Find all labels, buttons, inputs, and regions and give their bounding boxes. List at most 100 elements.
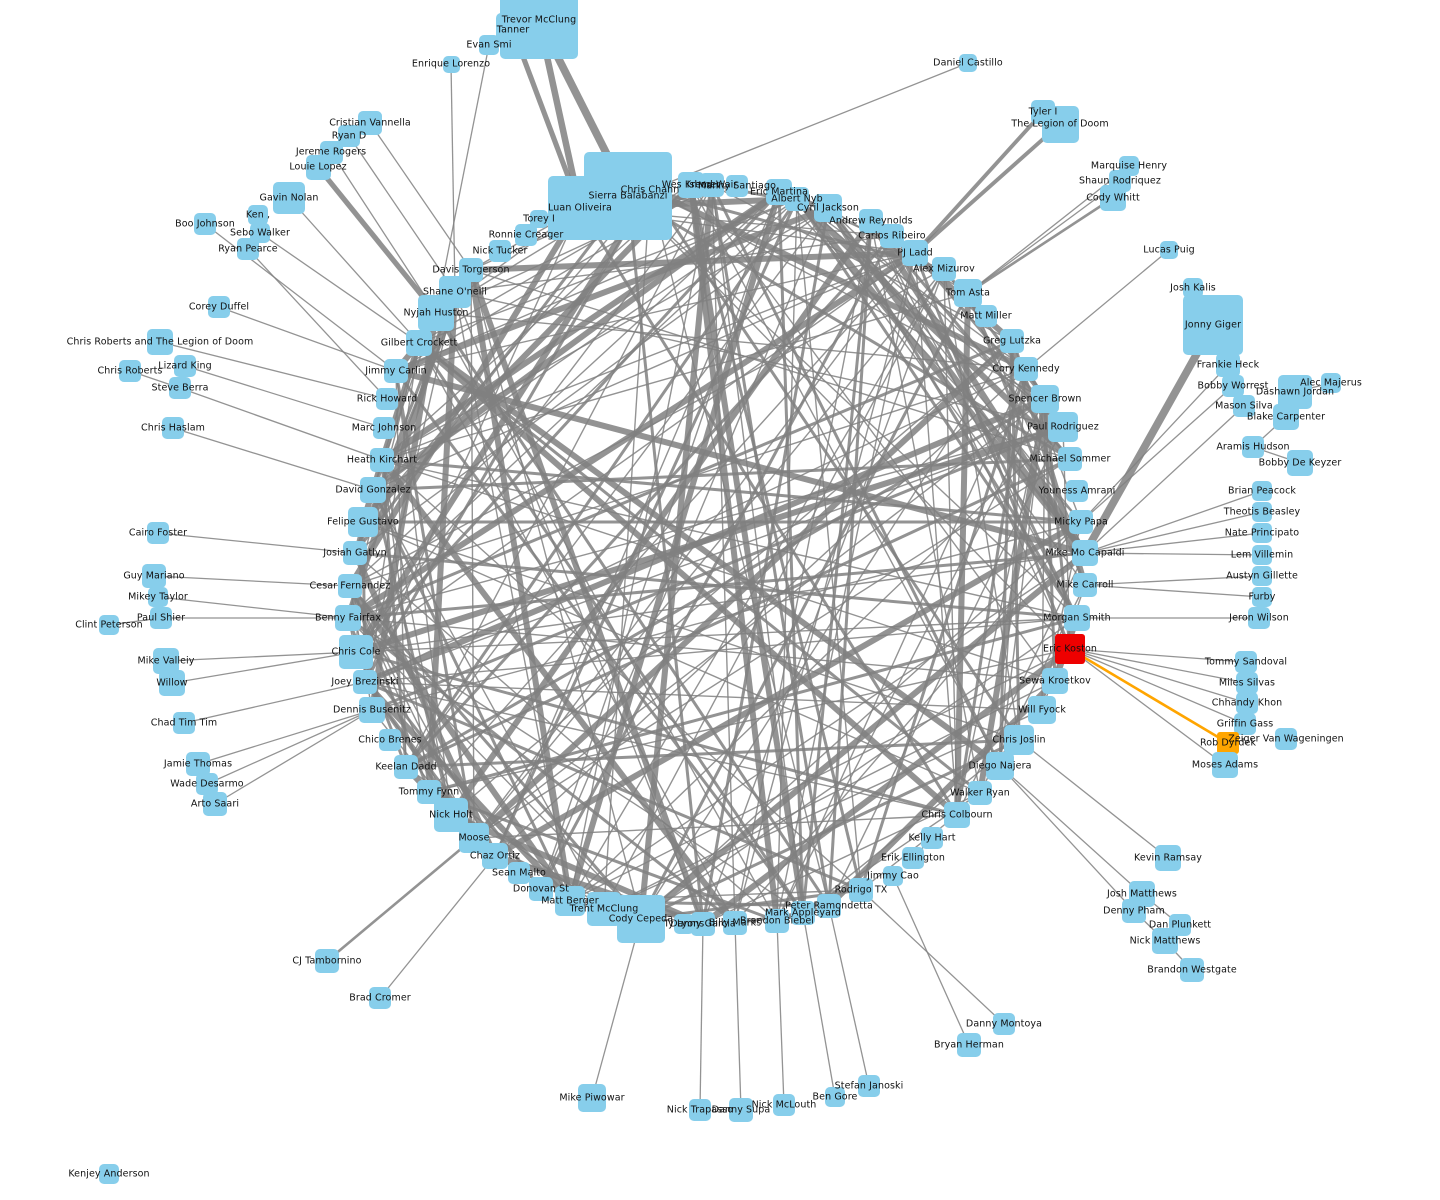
graph-node[interactable] — [1217, 732, 1239, 754]
graph-node[interactable] — [203, 792, 227, 816]
graph-node[interactable] — [353, 670, 377, 694]
graph-node[interactable] — [1235, 651, 1257, 673]
graph-node[interactable] — [993, 1013, 1015, 1035]
graph-node[interactable] — [1321, 373, 1341, 393]
graph-node[interactable] — [359, 697, 385, 723]
graph-node[interactable] — [482, 843, 508, 869]
graph-node[interactable] — [957, 1033, 981, 1057]
graph-node[interactable] — [315, 949, 339, 973]
graph-node[interactable] — [119, 360, 141, 382]
graph-node[interactable] — [1183, 278, 1203, 298]
graph-node[interactable] — [975, 305, 997, 327]
graph-node[interactable] — [674, 914, 694, 934]
graph-node[interactable] — [379, 729, 401, 751]
graph-node[interactable] — [376, 388, 398, 410]
graph-node[interactable] — [173, 712, 195, 734]
graph-node[interactable] — [678, 172, 704, 198]
graph-node[interactable] — [1155, 845, 1181, 871]
graph-node[interactable] — [530, 210, 548, 228]
graph-node[interactable] — [880, 224, 904, 248]
graph-node[interactable] — [1100, 185, 1126, 211]
graph-node[interactable] — [1000, 329, 1024, 353]
graph-node[interactable] — [169, 377, 191, 399]
graph-node[interactable] — [1058, 447, 1082, 471]
graph-node[interactable] — [1031, 385, 1059, 413]
graph-node[interactable] — [1122, 899, 1146, 923]
graph-node[interactable] — [418, 295, 454, 331]
graph-node[interactable] — [729, 1098, 753, 1122]
graph-node[interactable] — [555, 886, 585, 916]
graph-node[interactable] — [1216, 353, 1240, 377]
graph-node[interactable] — [587, 892, 621, 926]
graph-node[interactable] — [338, 125, 360, 147]
graph-node[interactable] — [849, 878, 873, 902]
graph-node[interactable] — [1055, 634, 1085, 664]
graph-node[interactable] — [1252, 587, 1272, 607]
graph-node[interactable] — [765, 909, 789, 933]
graph-node[interactable] — [1273, 404, 1299, 430]
graph-node[interactable] — [1048, 412, 1078, 442]
graph-node[interactable] — [237, 238, 259, 260]
graph-node[interactable] — [194, 213, 216, 235]
graph-node[interactable] — [691, 912, 715, 936]
graph-node[interactable] — [1252, 481, 1272, 501]
graph-node[interactable] — [932, 257, 956, 281]
graph-node[interactable] — [186, 752, 210, 776]
graph-node[interactable] — [142, 564, 166, 588]
graph-node[interactable] — [1004, 725, 1034, 755]
graph-node[interactable] — [159, 670, 185, 696]
graph-node[interactable] — [1028, 696, 1056, 724]
graph-node[interactable] — [1236, 672, 1258, 694]
graph-node[interactable] — [358, 111, 382, 135]
graph-node[interactable] — [208, 296, 230, 318]
graph-node[interactable] — [373, 417, 395, 439]
graph-node[interactable] — [1041, 105, 1079, 143]
graph-node[interactable] — [548, 176, 612, 240]
graph-node[interactable] — [986, 752, 1014, 780]
graph-node[interactable] — [1275, 728, 1297, 750]
graph-node[interactable] — [360, 477, 386, 503]
graph-node[interactable] — [369, 987, 391, 1009]
graph-node[interactable] — [921, 827, 943, 849]
graph-node[interactable] — [1252, 523, 1272, 543]
graph-node[interactable] — [700, 173, 724, 197]
graph-node[interactable] — [442, 55, 460, 73]
graph-node[interactable] — [791, 901, 815, 925]
graph-node[interactable] — [883, 866, 903, 886]
graph-node[interactable] — [785, 187, 809, 211]
graph-node[interactable] — [954, 279, 982, 307]
graph-node[interactable] — [1252, 566, 1272, 586]
graph-node[interactable] — [338, 574, 362, 598]
graph-node[interactable] — [773, 1094, 795, 1116]
graph-node[interactable] — [1287, 450, 1313, 476]
graph-node[interactable] — [489, 240, 511, 262]
graph-node[interactable] — [1152, 928, 1178, 954]
graph-node[interactable] — [1072, 540, 1098, 566]
graph-node[interactable] — [529, 877, 553, 901]
graph-node[interactable] — [1064, 605, 1090, 631]
graph-node[interactable] — [1248, 607, 1270, 629]
graph-node[interactable] — [305, 154, 331, 180]
graph-node[interactable] — [902, 847, 924, 869]
graph-node[interactable] — [1233, 395, 1255, 417]
graph-node[interactable] — [515, 224, 537, 246]
graph-node[interactable] — [825, 1087, 845, 1107]
graph-node[interactable] — [1252, 502, 1272, 522]
graph-node[interactable] — [273, 182, 305, 214]
graph-node[interactable] — [859, 209, 883, 233]
graph-node[interactable] — [1042, 668, 1068, 694]
graph-node[interactable] — [858, 1075, 880, 1097]
graph-node[interactable] — [174, 355, 196, 377]
graph-node[interactable] — [944, 802, 970, 828]
graph-node[interactable] — [99, 1164, 119, 1184]
graph-node[interactable] — [1278, 375, 1312, 409]
graph-node[interactable] — [1014, 357, 1038, 381]
graph-node[interactable] — [1212, 752, 1238, 778]
graph-node[interactable] — [902, 240, 928, 266]
graph-node[interactable] — [1236, 692, 1258, 714]
graph-node[interactable] — [99, 615, 119, 635]
graph-node[interactable] — [1234, 713, 1256, 735]
graph-node[interactable] — [817, 894, 841, 918]
graph-node[interactable] — [348, 507, 378, 537]
